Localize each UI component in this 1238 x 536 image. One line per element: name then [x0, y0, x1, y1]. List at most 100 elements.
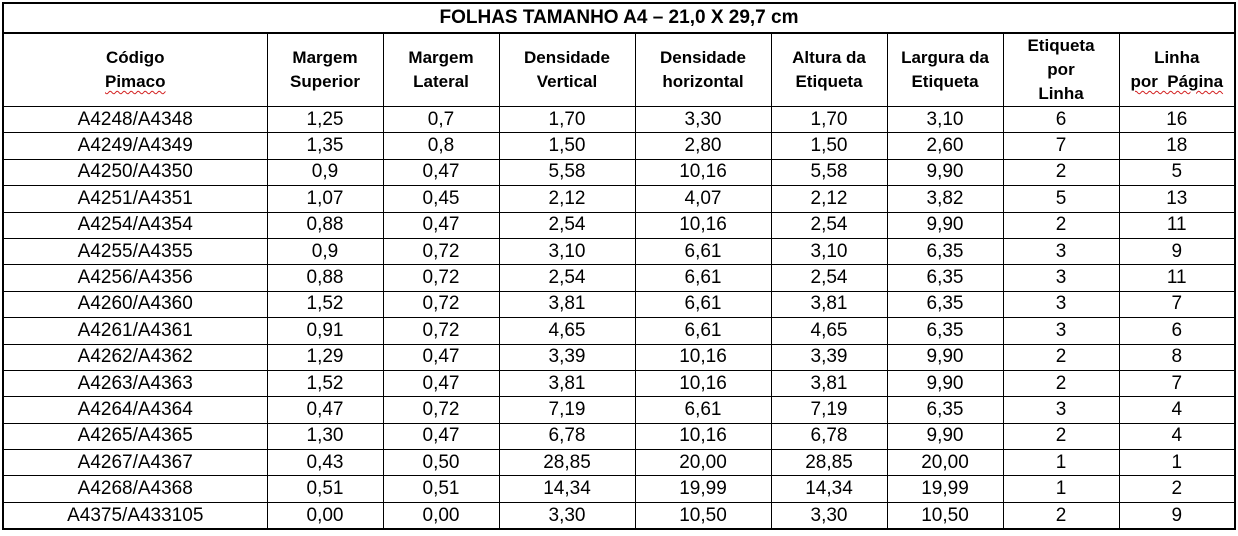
- cell-altura-etiqueta: 14,34: [770, 475, 888, 503]
- cell-densidade-horizontal: 2,80: [634, 132, 772, 160]
- table-row: A4248/A4348 1,25 0,7 1,70 3,30 1,70 3,10 6 16: [2, 105, 1236, 134]
- cell-densidade-horizontal: 19,99: [634, 475, 772, 503]
- cell-densidade-vertical: 28,85: [498, 449, 636, 477]
- table-row: A4249/A4349 1,35 0,8 1,50 2,80 1,50 2,60 7 18: [2, 132, 1236, 160]
- header-densidade-vertical: Densidade Vertical: [498, 32, 636, 107]
- header-etiqueta-por-linha: Etiqueta por Linha: [1002, 32, 1120, 107]
- cell-densidade-vertical: 2,54: [498, 211, 636, 239]
- cell-linha-por-pagina: 13: [1118, 185, 1236, 213]
- cell-margem-lateral: 0,47: [382, 211, 500, 239]
- table-row: A4375/A433105 0,00 0,00 3,30 10,50 3,30 10,50 2…: [2, 501, 1236, 530]
- cell-densidade-vertical: 14,34: [498, 475, 636, 503]
- cell-largura-etiqueta: 19,99: [886, 475, 1004, 503]
- cell-altura-etiqueta: 3,30: [770, 501, 888, 530]
- cell-etiqueta-por-linha: 3: [1002, 396, 1120, 424]
- cell-largura-etiqueta: 10,50: [886, 501, 1004, 530]
- cell-margem-lateral: 0,47: [382, 422, 500, 451]
- header-codigo-pimaco: Código Pimaco: [2, 32, 268, 107]
- header-line: Lateral: [413, 72, 469, 91]
- cell-etiqueta-por-linha: 2: [1002, 422, 1120, 451]
- cell-linha-por-pagina: 7: [1118, 290, 1236, 319]
- cell-altura-etiqueta: 6,78: [770, 422, 888, 451]
- cell-margem-lateral: 0,47: [382, 343, 500, 371]
- cell-densidade-horizontal: 10,16: [634, 158, 772, 187]
- cell-linha-por-pagina: 7: [1118, 369, 1236, 398]
- cell-linha-por-pagina: 6: [1118, 317, 1236, 345]
- cell-linha-por-pagina: 5: [1118, 158, 1236, 187]
- cell-densidade-horizontal: 4,07: [634, 185, 772, 213]
- cell-linha-por-pagina: 1: [1118, 449, 1236, 477]
- header-line: por: [1047, 60, 1075, 79]
- cell-etiqueta-por-linha: 3: [1002, 264, 1120, 292]
- cell-margem-lateral: 0,7: [382, 105, 500, 134]
- header-row: Código Pimaco Margem Superior Margem Lat…: [2, 32, 1236, 107]
- cell-largura-etiqueta: 9,90: [886, 422, 1004, 451]
- cell-densidade-vertical: 5,58: [498, 158, 636, 187]
- cell-linha-por-pagina: 11: [1118, 211, 1236, 239]
- cell-altura-etiqueta: 3,81: [770, 290, 888, 319]
- cell-margem-superior: 0,91: [266, 317, 384, 345]
- cell-densidade-horizontal: 10,16: [634, 422, 772, 451]
- table-row: A4268/A4368 0,51 0,51 14,34 19,99 14,34 19,99 1…: [2, 475, 1236, 503]
- header-line: Pimaco: [105, 72, 166, 91]
- cell-codigo-pimaco: A4263/A4363: [2, 369, 268, 398]
- header-line: Linha: [1154, 48, 1200, 67]
- cell-largura-etiqueta: 6,35: [886, 290, 1004, 319]
- cell-codigo-pimaco: A4265/A4365: [2, 422, 268, 451]
- table-row: A4263/A4363 1,52 0,47 3,81 10,16 3,81 9,90 2 7: [2, 369, 1236, 398]
- cell-margem-lateral: 0,72: [382, 317, 500, 345]
- cell-margem-superior: 0,88: [266, 211, 384, 239]
- cell-linha-por-pagina: 8: [1118, 343, 1236, 371]
- cell-codigo-pimaco: A4248/A4348: [2, 105, 268, 134]
- cell-margem-superior: 1,52: [266, 369, 384, 398]
- table-row: A4250/A4350 0,9 0,47 5,58 10,16 5,58 9,90 2 5: [2, 158, 1236, 187]
- cell-densidade-vertical: 3,30: [498, 501, 636, 530]
- cell-codigo-pimaco: A4250/A4350: [2, 158, 268, 187]
- header-largura-etiqueta: Largura da Etiqueta: [886, 32, 1004, 107]
- cell-densidade-vertical: 1,50: [498, 132, 636, 160]
- header-margem-superior: Margem Superior: [266, 32, 384, 107]
- cell-altura-etiqueta: 2,12: [770, 185, 888, 213]
- cell-codigo-pimaco: A4268/A4368: [2, 475, 268, 503]
- cell-linha-por-pagina: 4: [1118, 396, 1236, 424]
- cell-margem-lateral: 0,51: [382, 475, 500, 503]
- cell-etiqueta-por-linha: 3: [1002, 237, 1120, 266]
- cell-largura-etiqueta: 20,00: [886, 449, 1004, 477]
- cell-densidade-horizontal: 10,16: [634, 369, 772, 398]
- cell-altura-etiqueta: 28,85: [770, 449, 888, 477]
- table-row: A4260/A4360 1,52 0,72 3,81 6,61 3,81 6,35 3 7: [2, 290, 1236, 319]
- cell-largura-etiqueta: 2,60: [886, 132, 1004, 160]
- cell-etiqueta-por-linha: 2: [1002, 501, 1120, 530]
- table-body: A4248/A4348 1,25 0,7 1,70 3,30 1,70 3,10 6 16 A42…: [2, 105, 1236, 530]
- cell-margem-superior: 1,30: [266, 422, 384, 451]
- cell-margem-superior: 0,00: [266, 501, 384, 530]
- header-line: Linha: [1038, 84, 1084, 103]
- cell-margem-superior: 0,51: [266, 475, 384, 503]
- cell-margem-superior: 1,52: [266, 290, 384, 319]
- cell-codigo-pimaco: A4255/A4355: [2, 237, 268, 266]
- header-line: Etiqueta: [911, 72, 979, 91]
- cell-densidade-vertical: 4,65: [498, 317, 636, 345]
- cell-margem-superior: 0,9: [266, 237, 384, 266]
- cell-linha-por-pagina: 4: [1118, 422, 1236, 451]
- header-line: Vertical: [536, 72, 598, 91]
- cell-etiqueta-por-linha: 2: [1002, 369, 1120, 398]
- cell-altura-etiqueta: 4,65: [770, 317, 888, 345]
- cell-codigo-pimaco: A4254/A4354: [2, 211, 268, 239]
- cell-linha-por-pagina: 11: [1118, 264, 1236, 292]
- cell-margem-superior: 0,43: [266, 449, 384, 477]
- cell-margem-lateral: 0,47: [382, 158, 500, 187]
- cell-etiqueta-por-linha: 5: [1002, 185, 1120, 213]
- cell-etiqueta-por-linha: 2: [1002, 211, 1120, 239]
- cell-densidade-horizontal: 6,61: [634, 396, 772, 424]
- cell-largura-etiqueta: 6,35: [886, 396, 1004, 424]
- cell-margem-lateral: 0,8: [382, 132, 500, 160]
- cell-codigo-pimaco: A4261/A4361: [2, 317, 268, 345]
- cell-largura-etiqueta: 3,82: [886, 185, 1004, 213]
- cell-etiqueta-por-linha: 3: [1002, 317, 1120, 345]
- cell-margem-lateral: 0,72: [382, 237, 500, 266]
- cell-margem-superior: 0,88: [266, 264, 384, 292]
- cell-margem-lateral: 0,47: [382, 369, 500, 398]
- cell-altura-etiqueta: 5,58: [770, 158, 888, 187]
- cell-altura-etiqueta: 2,54: [770, 264, 888, 292]
